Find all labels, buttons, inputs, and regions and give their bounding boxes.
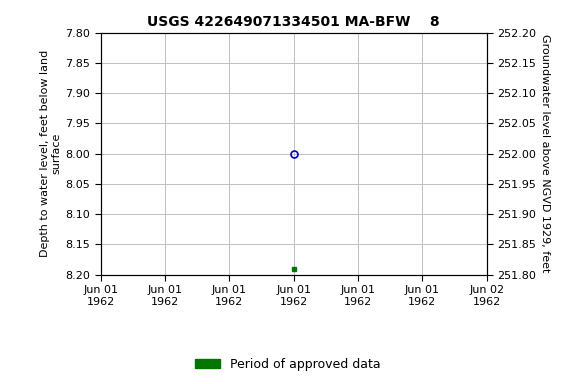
Legend: Period of approved data: Period of approved data (190, 353, 386, 376)
Title: USGS 422649071334501 MA-BFW    8: USGS 422649071334501 MA-BFW 8 (147, 15, 440, 29)
Y-axis label: Depth to water level, feet below land
surface: Depth to water level, feet below land su… (40, 50, 61, 257)
Y-axis label: Groundwater level above NGVD 1929, feet: Groundwater level above NGVD 1929, feet (540, 35, 550, 273)
